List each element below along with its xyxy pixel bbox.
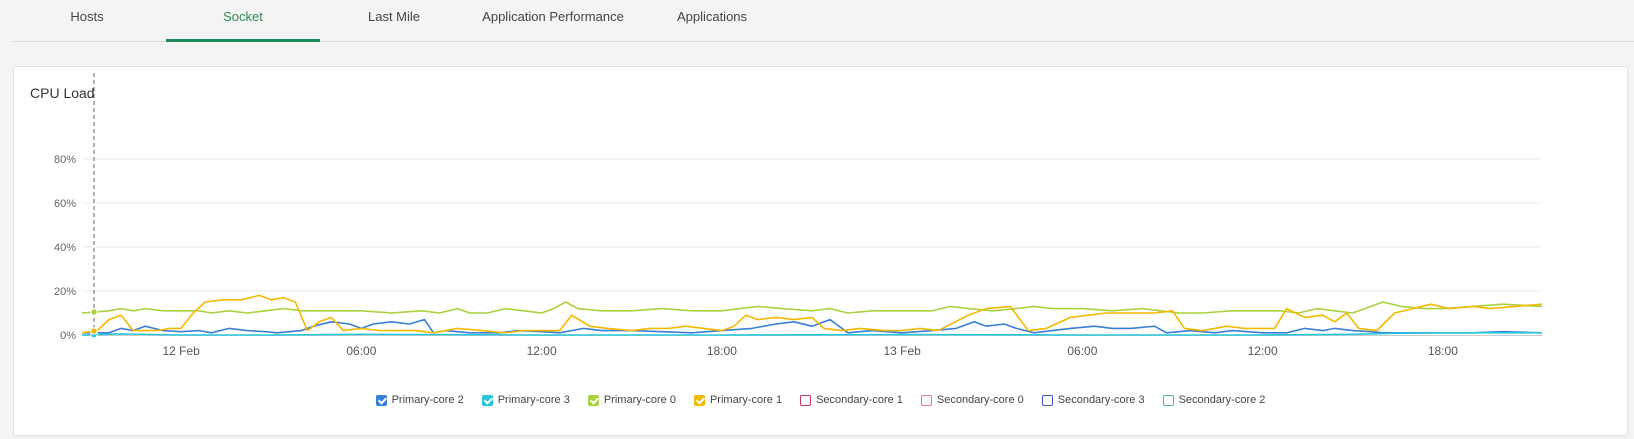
checkbox-unchecked-icon[interactable] bbox=[1162, 394, 1174, 406]
checkbox-checked-icon[interactable] bbox=[481, 394, 493, 406]
legend-label: Secondary-core 3 bbox=[1057, 394, 1145, 406]
checkbox-unchecked-icon[interactable] bbox=[800, 394, 812, 406]
cpu-load-card: CPU Load 0% 20% 40% 60% 80% 12 Feb 06:00 12:00 1… bbox=[13, 66, 1628, 436]
legend-label: Secondary-core 0 bbox=[936, 394, 1024, 406]
tab-label: Last Mile bbox=[367, 9, 421, 24]
legend-label: Primary-core 0 bbox=[603, 394, 676, 406]
y-tick-label: 40% bbox=[54, 242, 76, 254]
series-line-0 bbox=[82, 318, 1543, 334]
y-tick-label: 20% bbox=[54, 286, 76, 298]
checkbox-unchecked-icon[interactable] bbox=[920, 394, 932, 406]
tab-label: Applications bbox=[676, 9, 748, 24]
checkbox-checked-icon[interactable] bbox=[693, 394, 706, 406]
legend-item-secondary-core-3[interactable]: Secondary-core 3 bbox=[1041, 394, 1145, 406]
tab-last-mile[interactable]: Last Mile bbox=[330, 0, 458, 41]
legend-item-secondary-core-2[interactable]: Secondary-core 2 bbox=[1162, 394, 1266, 406]
tab-socket[interactable]: Socket bbox=[166, 0, 320, 42]
legend-label: Primary-core 3 bbox=[497, 394, 570, 406]
chart-legend: Primary-core 2 Primary-core 3 Primary-core… bbox=[14, 394, 1627, 412]
y-tick-label: 0% bbox=[60, 330, 76, 342]
x-tick-label: 12:00 bbox=[1248, 344, 1278, 358]
tab-label: Hosts bbox=[70, 9, 104, 24]
chart-title: CPU Load bbox=[30, 85, 95, 101]
checkbox-unchecked-icon[interactable] bbox=[1041, 394, 1053, 406]
x-tick-label: 18:00 bbox=[1428, 344, 1458, 358]
x-tick-label: 13 Feb bbox=[883, 344, 921, 358]
legend-label: Secondary-core 2 bbox=[1178, 394, 1266, 406]
legend-item-primary-core-1[interactable]: Primary-core 1 bbox=[693, 394, 783, 406]
tab-application-performance[interactable]: Application Performance bbox=[478, 0, 628, 41]
legend-item-primary-core-3[interactable]: Primary-core 3 bbox=[481, 394, 570, 406]
y-tick-label: 60% bbox=[54, 198, 76, 210]
x-tick-label: 18:00 bbox=[707, 344, 737, 358]
cpu-load-chart[interactable]: 0% 20% 40% 60% 80% 12 Feb 06:00 12:00 18:00 13 Fe… bbox=[14, 67, 1627, 387]
legend-label: Primary-core 1 bbox=[709, 394, 783, 406]
checkbox-checked-icon[interactable] bbox=[587, 394, 599, 406]
tab-label: Application Performance bbox=[482, 9, 624, 24]
legend-item-primary-core-0[interactable]: Primary-core 0 bbox=[587, 394, 676, 406]
checkbox-checked-icon[interactable] bbox=[375, 394, 387, 406]
legend-item-secondary-core-0[interactable]: Secondary-core 0 bbox=[920, 394, 1024, 406]
x-tick-label: 12 Feb bbox=[162, 344, 200, 358]
series-line-2 bbox=[81, 301, 1543, 314]
tab-hosts[interactable]: Hosts bbox=[12, 0, 162, 41]
x-tick-label: 12:00 bbox=[527, 344, 557, 358]
x-tick-label: 06:00 bbox=[346, 344, 376, 358]
hover-marker-3 bbox=[90, 327, 98, 335]
y-tick-label: 80% bbox=[54, 154, 76, 166]
hover-marker-2 bbox=[90, 308, 98, 316]
tab-applications[interactable]: Applications bbox=[652, 0, 772, 41]
legend-item-primary-core-2[interactable]: Primary-core 2 bbox=[375, 394, 464, 406]
x-tick-label: 06:00 bbox=[1067, 344, 1097, 358]
active-tab-indicator bbox=[166, 39, 320, 42]
series-line-3 bbox=[81, 294, 1543, 334]
legend-item-secondary-core-1[interactable]: Secondary-core 1 bbox=[800, 394, 903, 406]
tab-label: Socket bbox=[223, 9, 263, 24]
tab-bar: Hosts Socket Last Mile Application Perfo… bbox=[12, 0, 1634, 42]
legend-label: Secondary-core 1 bbox=[816, 394, 903, 406]
series-line-1 bbox=[81, 332, 1542, 336]
legend-label: Primary-core 2 bbox=[391, 394, 464, 406]
